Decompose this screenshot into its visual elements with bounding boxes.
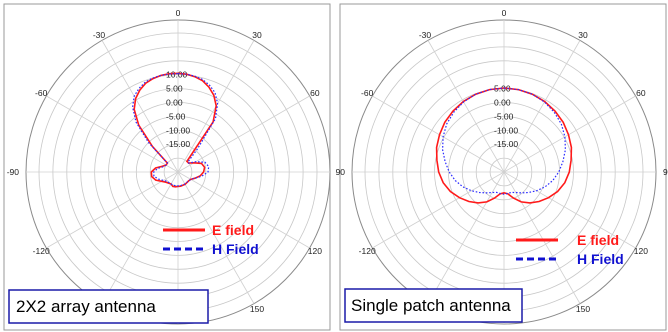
polar-plot-single-patch: 0306090120150180-150-120-90-60-305.000.0… [336, 3, 668, 332]
angle-label: 120 [634, 246, 648, 256]
radial-tick-label: -10.00 [494, 125, 518, 135]
angle-spoke [427, 40, 505, 173]
plot-frame [339, 3, 667, 331]
angle-label: -90 [336, 167, 345, 177]
angle-spoke [503, 40, 581, 173]
angle-spoke [503, 171, 581, 304]
angle-spoke [503, 95, 636, 173]
angle-spoke [46, 95, 179, 173]
legend-label-h-field: H Field [577, 251, 624, 267]
radial-tick-label: 10.00 [166, 70, 188, 80]
caption-box [8, 289, 209, 324]
polar-plot-array: 0306090120150180-150-120-90-60-3010.005.… [3, 3, 331, 332]
radial-tick-label: -5.00 [166, 111, 186, 121]
angle-label: 0 [502, 8, 507, 18]
legend-label-h-field: H Field [212, 241, 259, 257]
angle-spoke [372, 171, 505, 249]
legend-label-e-field: E field [577, 232, 619, 248]
polar-chart-array: 0306090120150180-150-120-90-60-3010.005.… [0, 0, 332, 332]
angle-label: 180 [171, 330, 185, 332]
angle-spoke [46, 171, 179, 249]
angle-label: -120 [359, 246, 376, 256]
angle-spoke [101, 40, 179, 173]
radial-tick-label: 0.00 [494, 98, 511, 108]
angle-spoke [427, 171, 505, 304]
angle-label: -60 [361, 88, 374, 98]
series-e-field-line [435, 87, 573, 204]
caption-text: 2X2 array antenna [16, 297, 156, 316]
angle-spoke [177, 95, 310, 173]
caption-box [344, 288, 523, 323]
angle-spoke [101, 171, 179, 304]
angle-label: -30 [419, 30, 432, 40]
angle-label: 0 [176, 8, 181, 18]
polar-chart-single-patch: 0306090120150180-150-120-90-60-305.000.0… [336, 0, 668, 332]
angle-label: 30 [252, 30, 262, 40]
angle-label: -60 [35, 88, 48, 98]
radial-tick-label: 0.00 [166, 98, 183, 108]
caption-text: Single patch antenna [351, 296, 511, 315]
angle-spoke [503, 171, 636, 249]
angle-spoke [177, 171, 255, 304]
radial-tick-label: 5.00 [166, 84, 183, 94]
radial-tick-label: -15.00 [166, 139, 190, 149]
radial-tick-label: -5.00 [494, 111, 514, 121]
angle-spoke [177, 171, 310, 249]
radial-tick-label: -10.00 [166, 125, 190, 135]
angle-label: 150 [250, 304, 264, 314]
series-h-field-line [131, 72, 219, 187]
angle-label: 60 [636, 88, 646, 98]
series-h-field-line [441, 87, 567, 195]
angle-spoke [372, 95, 505, 173]
angle-label: 150 [576, 304, 590, 314]
angle-label: 180 [497, 330, 511, 332]
legend-label-e-field: E field [212, 222, 254, 238]
angle-label: 120 [308, 246, 322, 256]
angle-label: -90 [7, 167, 20, 177]
angle-label: -120 [33, 246, 50, 256]
angle-label: 90 [663, 167, 668, 177]
angle-label: 30 [578, 30, 588, 40]
angle-label: 60 [310, 88, 320, 98]
radial-tick-label: -15.00 [494, 139, 518, 149]
angle-label: -30 [93, 30, 106, 40]
